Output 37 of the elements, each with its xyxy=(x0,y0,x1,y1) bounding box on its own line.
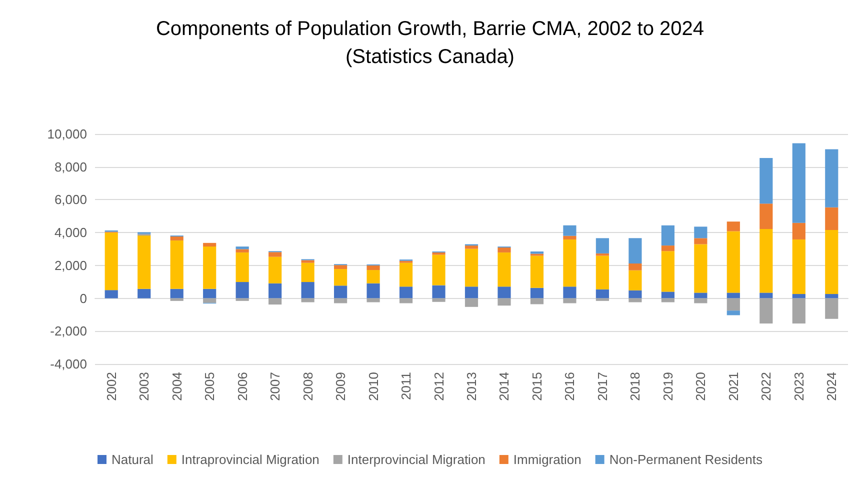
x-tick-label: 2004 xyxy=(169,372,184,401)
x-tick-label: 2023 xyxy=(791,372,806,401)
x-tick-label: 2008 xyxy=(300,372,316,401)
x-tick-label: 2021 xyxy=(726,372,741,401)
y-tick-label: 10,000 xyxy=(47,126,87,142)
x-tick-label: 2010 xyxy=(366,372,381,401)
legend-label: Natural xyxy=(111,452,154,467)
x-tick-label: 2018 xyxy=(628,372,643,401)
x-tick-label: 2007 xyxy=(268,372,283,401)
x-tick-label: 2013 xyxy=(464,372,479,401)
x-tick-label: 2012 xyxy=(431,372,446,401)
y-tick-label: 8,000 xyxy=(54,159,87,174)
x-tick-label: 2005 xyxy=(202,372,218,401)
x-tick-label: 2002 xyxy=(104,372,119,401)
x-tick-label: 2015 xyxy=(529,372,544,401)
legend-label: Intraprovincial Migration xyxy=(181,452,320,467)
x-tick-label: 2022 xyxy=(758,372,774,401)
legend-label: Non-Permanent Residents xyxy=(609,452,764,467)
x-tick-label: 2006 xyxy=(234,372,250,401)
x-tick-label: 2016 xyxy=(562,372,578,401)
x-tick-label: 2019 xyxy=(660,372,676,401)
y-tick-label: -2,000 xyxy=(50,324,87,339)
legend-label: Interprovincial Migration xyxy=(347,452,486,467)
x-tick-label: 2017 xyxy=(594,372,610,401)
y-tick-label: 0 xyxy=(80,290,87,306)
x-tick-label: 2011 xyxy=(398,372,414,400)
x-tick-label: 2009 xyxy=(333,372,348,401)
x-tick-label: 2003 xyxy=(136,372,152,401)
x-tick-label: 2014 xyxy=(496,372,512,401)
y-tick-label: 6,000 xyxy=(54,192,87,208)
x-tick-label: 2024 xyxy=(824,372,840,401)
y-tick-label: 4,000 xyxy=(54,225,87,240)
chart-title: Components of Population Growth, Barrie CMA, 2002 to 2024 (Statistics Canada) xyxy=(156,18,704,68)
y-tick-label: 2,000 xyxy=(54,258,87,273)
y-tick-label: -4,000 xyxy=(50,356,87,372)
legend-label: Immigration xyxy=(513,452,582,467)
x-tick-label: 2020 xyxy=(693,372,708,401)
